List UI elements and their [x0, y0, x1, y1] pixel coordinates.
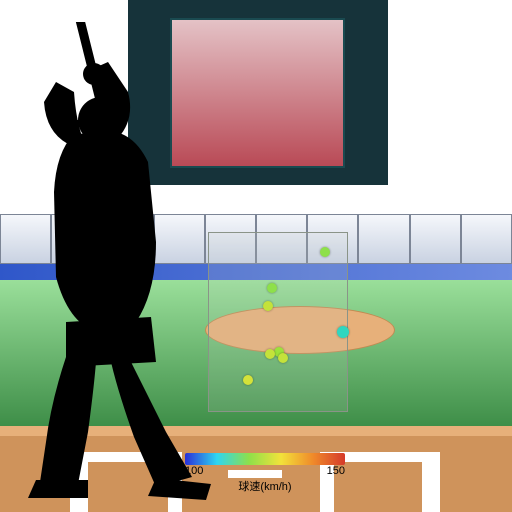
strike-zone	[208, 232, 348, 412]
plate-line	[422, 452, 440, 512]
legend-label: 球速(km/h)	[175, 478, 355, 494]
legend-ticks: 100 150	[185, 465, 345, 477]
batter-silhouette	[0, 22, 226, 502]
legend-gradient-bar	[185, 453, 345, 465]
pitch-marker	[263, 301, 273, 311]
stand-segment	[358, 214, 409, 264]
pitch-marker	[243, 375, 253, 385]
pitch-marker	[265, 349, 275, 359]
pitch-marker	[320, 247, 330, 257]
stand-segment	[410, 214, 461, 264]
chart-canvas: 100 150 球速(km/h)	[0, 0, 512, 512]
legend-tick-max: 150	[327, 465, 345, 477]
stand-segment	[461, 214, 512, 264]
pitch-marker	[278, 353, 288, 363]
speed-legend: 100 150 球速(km/h)	[175, 453, 355, 494]
legend-tick-min: 100	[185, 465, 203, 477]
pitch-marker	[267, 283, 277, 293]
pitch-marker	[337, 326, 349, 338]
